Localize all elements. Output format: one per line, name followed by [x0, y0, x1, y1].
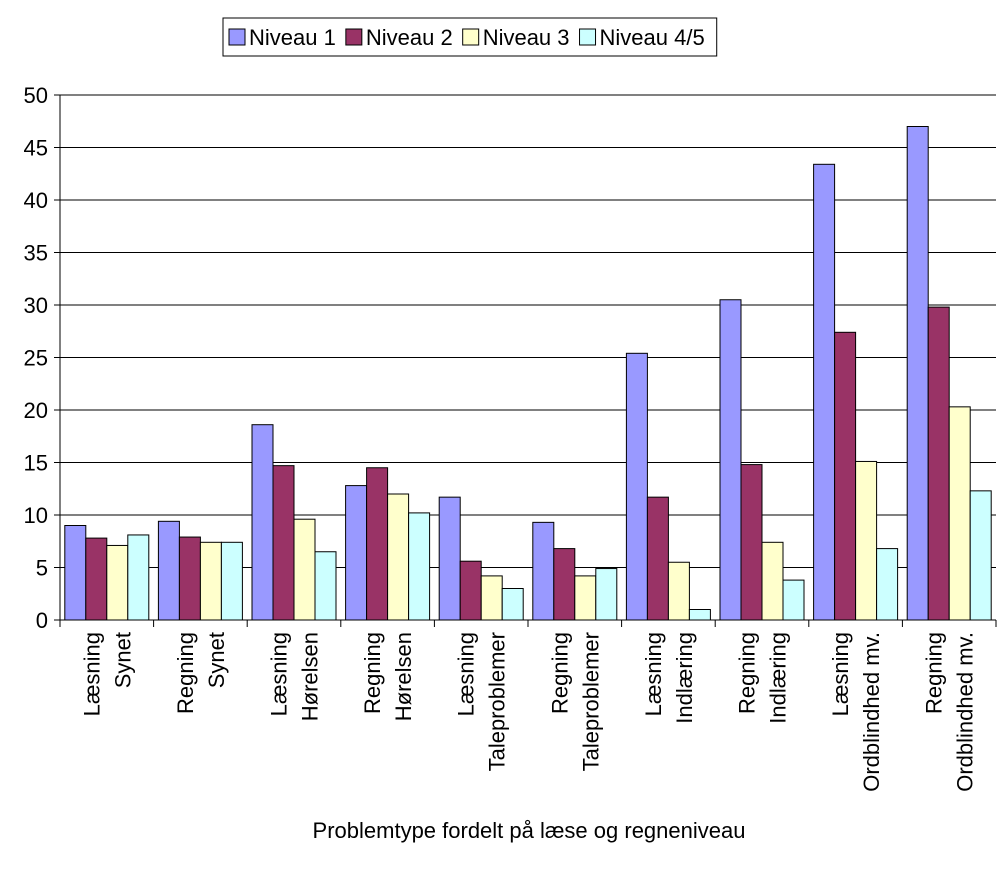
bar [345, 485, 368, 621]
y-tick-label: 35 [24, 241, 48, 266]
x-tick-label-line: Synet [204, 632, 229, 688]
bar [740, 464, 763, 621]
y-tick-label: 10 [24, 503, 48, 528]
y-tick-label: 0 [36, 608, 48, 633]
bar [553, 548, 576, 621]
bar [834, 331, 857, 621]
x-tick-label-line: Ordblindhed mv. [859, 632, 884, 792]
bar [314, 551, 337, 621]
x-tick-label-line: Regning [360, 632, 385, 714]
bar [64, 525, 87, 621]
bar [272, 465, 295, 621]
bar [106, 544, 129, 621]
bar [646, 496, 669, 621]
bar [667, 561, 690, 621]
x-tick-label-line: Ordblindhed mv. [953, 632, 978, 792]
legend-swatch [579, 28, 597, 46]
x-tick-label-line: Taleproblemer [485, 632, 510, 771]
x-tick-label: Regning Ordblindhed mv. [922, 632, 978, 792]
bar [948, 406, 971, 621]
legend-label: Niveau 1 [249, 25, 336, 50]
bar [719, 299, 742, 621]
y-tick-label: 50 [24, 83, 48, 108]
bar [293, 518, 316, 621]
bar [688, 609, 711, 621]
x-tick-label-line: Hørelsen [298, 632, 323, 721]
x-tick-label-line: Synet [110, 632, 135, 688]
x-tick-label: Regning Indlæring [735, 632, 791, 724]
bar [969, 490, 992, 621]
x-tick-label-line: Regning [547, 632, 572, 714]
bar [574, 575, 597, 621]
bar [761, 541, 784, 621]
x-tick-label-line: Læsning [454, 632, 479, 716]
legend-swatch [345, 28, 363, 46]
bar [251, 424, 274, 621]
bar [625, 352, 648, 621]
bar [178, 536, 201, 621]
bar [85, 537, 108, 621]
bar [438, 496, 461, 621]
bar [813, 163, 836, 621]
bar [199, 541, 222, 621]
x-tick-label-line: Indlæring [766, 632, 791, 724]
bar [501, 588, 524, 621]
x-tick-label: Regning Taleproblemer [547, 632, 603, 771]
bar [927, 306, 950, 621]
x-tick-label: Læsning Indlæring [641, 632, 697, 724]
bar [782, 579, 805, 621]
axes [54, 94, 997, 627]
legend-label: Niveau 2 [366, 25, 453, 50]
legend-swatch [228, 28, 246, 46]
x-tick-label: Regning Hørelsen [360, 632, 416, 721]
x-axis-label: Problemtype fordelt på læse og regnenive… [313, 818, 746, 843]
y-tick-label: 20 [24, 398, 48, 423]
bar [876, 548, 899, 621]
bar [459, 560, 482, 621]
y-tick-label: 25 [24, 346, 48, 371]
y-tick-label: 5 [36, 556, 48, 581]
bar [532, 521, 555, 621]
bar [408, 512, 431, 621]
x-tick-label-line: Regning [735, 632, 760, 714]
bar [595, 568, 618, 621]
y-tick-label: 45 [24, 136, 48, 161]
bar [906, 126, 929, 621]
x-tick-label: Læsning Synet [79, 632, 135, 716]
bar [366, 467, 389, 621]
x-tick-label-line: Regning [173, 632, 198, 714]
x-tick-labels: Læsning Synet Regning Synet Læsning Hørelsen R… [79, 632, 977, 792]
x-tick-label-line: Indlæring [672, 632, 697, 724]
x-tick-label: Læsning Ordblindhed mv. [828, 632, 884, 792]
x-tick-label-line: Læsning [828, 632, 853, 716]
legend-label: Niveau 4/5 [600, 25, 705, 50]
x-tick-label-line: Taleproblemer [578, 632, 603, 771]
x-tick-label: Regning Synet [173, 632, 229, 714]
y-tick-label: 15 [24, 451, 48, 476]
bar [855, 460, 878, 621]
x-tick-label-line: Læsning [267, 632, 292, 716]
legend-swatch [462, 28, 480, 46]
bar [127, 534, 150, 621]
legend-label: Niveau 3 [483, 25, 570, 50]
x-tick-label: Læsning Taleproblemer [454, 632, 510, 771]
x-tick-label-line: Læsning [79, 632, 104, 716]
bar [387, 493, 410, 621]
legend: Niveau 1 Niveau 2 Niveau 3 Niveau 4/5 [222, 17, 718, 57]
y-tick-labels: 0 5 10 15 20 25 30 35 40 45 50 [24, 83, 48, 633]
y-tick-label: 40 [24, 188, 48, 213]
x-tick-label-line: Regning [922, 632, 947, 714]
x-tick-label: Læsning Hørelsen [267, 632, 323, 721]
bars [64, 126, 992, 621]
bar [480, 575, 503, 621]
y-tick-label: 30 [24, 293, 48, 318]
x-tick-label-line: Læsning [641, 632, 666, 716]
x-tick-label-line: Hørelsen [391, 632, 416, 721]
bar [157, 520, 180, 621]
bar [220, 541, 243, 621]
